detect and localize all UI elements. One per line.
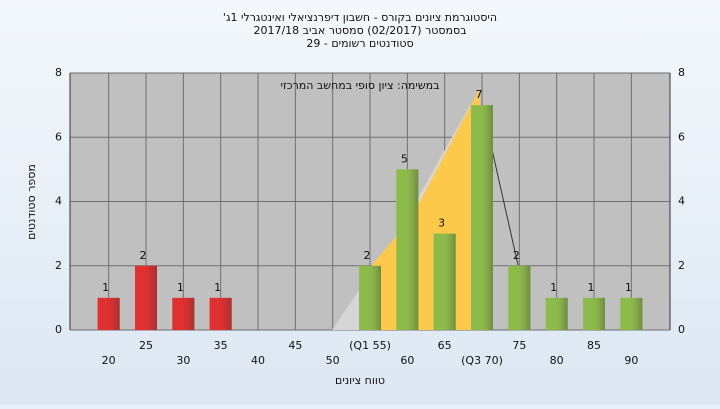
value-label: 5	[401, 152, 408, 165]
bar-shade	[359, 265, 381, 330]
y-tick-label: 6	[55, 130, 62, 143]
value-label: 3	[438, 217, 445, 230]
bar-shade	[172, 297, 195, 330]
x-tick-label: 50	[326, 354, 340, 367]
x-tick-label: 90	[624, 354, 638, 367]
x-tick-label: 35	[214, 339, 228, 352]
x-tick-label: 40	[251, 354, 265, 367]
bar-shade	[508, 265, 531, 330]
x-tick-label: 20	[102, 354, 116, 367]
y-tick-label: 0	[678, 323, 685, 336]
value-label: 1	[550, 281, 557, 294]
x-tick-label: 85	[587, 339, 601, 352]
x-axis-label: טווח ציונים	[335, 374, 385, 387]
y-tick-label: 2	[678, 259, 685, 272]
y-tick-label: 8	[55, 66, 62, 79]
value-label: 1	[214, 281, 221, 294]
bar-shade	[209, 297, 232, 330]
y-axis-label: מספר סטודנטים	[25, 164, 38, 240]
value-label: 1	[102, 281, 109, 294]
bar-shade	[583, 297, 605, 330]
chart-subtitle: בסמסטר (02/2017) סמסטר אביב 2017/18	[253, 24, 466, 37]
annotation: במשימה: ציון סופי במחשב המרכזי	[280, 79, 439, 92]
x-tick-label: (Q3 70)	[461, 354, 503, 367]
bar-shade	[471, 105, 493, 330]
value-label: 2	[364, 249, 371, 262]
bar-shade	[135, 265, 157, 330]
value-label: 2	[513, 249, 520, 262]
y-tick-label: 4	[55, 195, 62, 208]
chart-subtitle: סטודנטים רשומים - 29	[306, 37, 413, 50]
value-label: 1	[177, 281, 184, 294]
y-tick-label: 2	[55, 259, 62, 272]
y-tick-label: 6	[678, 130, 685, 143]
bar-shade	[433, 233, 456, 330]
bar-shade	[620, 297, 643, 330]
value-label: 1	[588, 281, 595, 294]
bar-shade	[396, 169, 419, 330]
value-label: 1	[625, 281, 632, 294]
value-label: 2	[140, 249, 147, 262]
bar-shade	[97, 297, 120, 330]
x-tick-label: 45	[288, 339, 302, 352]
bar-shade	[545, 297, 568, 330]
x-tick-label: 65	[438, 339, 452, 352]
x-tick-label: 60	[400, 354, 414, 367]
y-tick-label: 8	[678, 66, 685, 79]
value-label: 7	[476, 88, 483, 101]
chart-title: היסטוגרמת ציונים בקורס - חשבון דיפרנציאל…	[223, 11, 497, 24]
x-tick-label: 30	[176, 354, 190, 367]
x-tick-label: 75	[512, 339, 526, 352]
x-tick-label: (Q1 55)	[349, 339, 391, 352]
x-tick-label: 25	[139, 339, 153, 352]
y-tick-label: 4	[678, 195, 685, 208]
x-tick-label: 80	[550, 354, 564, 367]
y-tick-label: 0	[55, 323, 62, 336]
